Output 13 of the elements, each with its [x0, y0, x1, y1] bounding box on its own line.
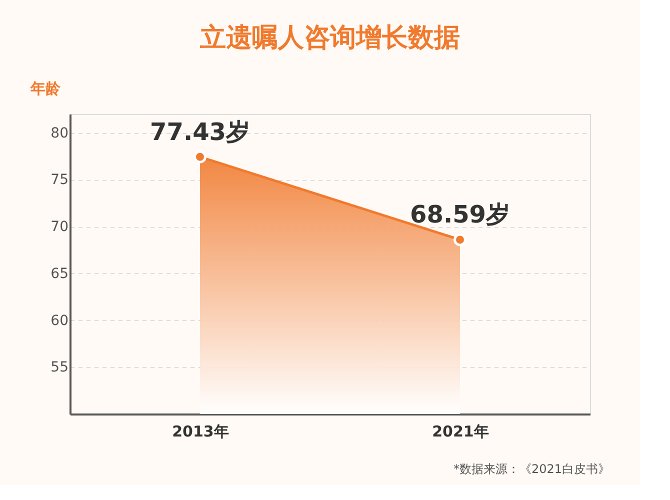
y-tick-label: 80 [50, 125, 68, 142]
y-tick-label: 60 [50, 312, 68, 329]
data-label: 68.59岁 [410, 200, 510, 229]
chart-title: 立遗嘱人咨询增长数据 [199, 23, 460, 53]
y-axis-title: 年龄 [30, 80, 62, 98]
text: *数据来源：《2021白皮书》 [453, 462, 610, 476]
data-label: 77.43岁 [150, 118, 250, 146]
y-tick-label: 55 [50, 360, 68, 376]
x-tick-label: 2013年 [172, 422, 229, 440]
y-tick-label: 65 [50, 266, 68, 282]
y-tick-label: 75 [50, 172, 68, 188]
y-tick-label: 70 [50, 219, 68, 235]
x-tick-label: 2021年 [432, 422, 489, 440]
